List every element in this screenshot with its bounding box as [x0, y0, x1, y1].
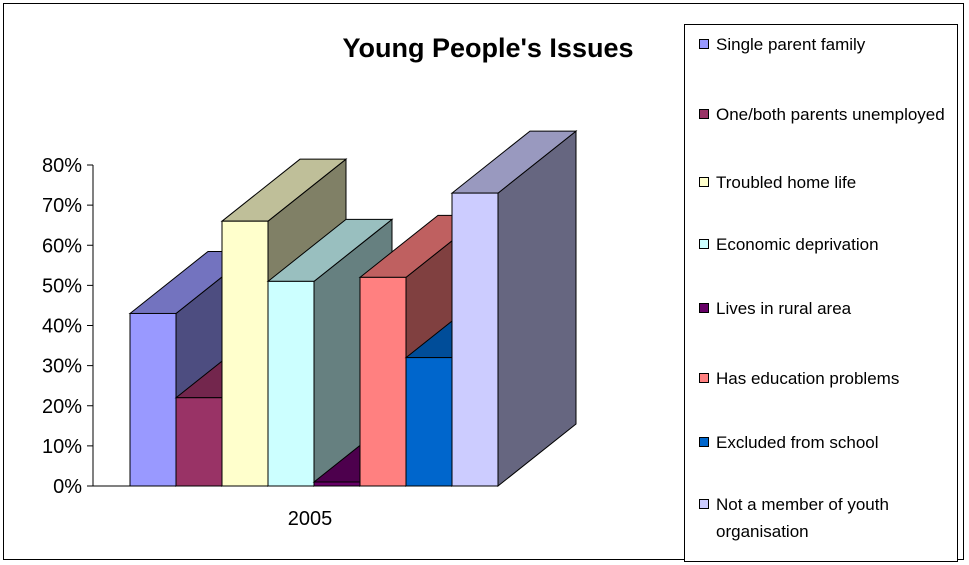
bar-8 — [450, 130, 578, 488]
chart-title: Young People's Issues — [342, 33, 633, 63]
legend-label: Troubled home life — [716, 173, 857, 192]
bar-front-2 — [175, 397, 223, 487]
y-tick-label: 40% — [42, 316, 82, 338]
legend-swatch — [699, 373, 709, 383]
legend-swatch — [699, 177, 709, 187]
legend-swatch — [699, 499, 709, 509]
y-tick-label: 0% — [53, 476, 82, 498]
legend-swatch — [699, 437, 709, 447]
y-tick-label: 10% — [42, 436, 82, 458]
legend-item: Not a member of youth organisation — [699, 491, 957, 545]
legend-item: Lives in rural area — [699, 295, 957, 322]
bar-front-6 — [359, 276, 407, 487]
legend-swatch — [699, 239, 709, 249]
bar-front-1 — [129, 312, 177, 487]
legend-swatch — [699, 303, 709, 313]
legend-swatch — [699, 109, 709, 119]
y-tick-label: 60% — [42, 235, 82, 257]
legend-item: One/both parents unemployed — [699, 101, 957, 128]
legend: Single parent family One/both parents une… — [684, 24, 958, 562]
legend-item: Excluded from school — [699, 429, 957, 456]
legend-swatch — [699, 39, 709, 49]
y-tick-label: 80% — [42, 155, 82, 177]
legend-label: Excluded from school — [716, 433, 879, 452]
legend-label: Not a member of youth organisation — [716, 495, 889, 541]
legend-item: Economic deprivation — [699, 231, 957, 258]
y-tick-label: 20% — [42, 396, 82, 418]
legend-item: Troubled home life — [699, 169, 957, 196]
bar-front-3 — [221, 220, 269, 487]
legend-label: Single parent family — [716, 35, 866, 54]
legend-item: Has education problems — [699, 365, 957, 392]
legend-label: Lives in rural area — [716, 299, 852, 318]
y-tick-label: 30% — [42, 356, 82, 378]
legend-item: Single parent family — [699, 31, 957, 58]
bar-front-8 — [451, 192, 499, 487]
y-tick-label: 50% — [42, 275, 82, 297]
legend-label: One/both parents unemployed — [716, 105, 945, 124]
y-tick-label: 70% — [42, 195, 82, 217]
bar-front-7 — [405, 357, 453, 487]
bar-front-4 — [267, 280, 315, 487]
x-tick-label: 2005 — [288, 508, 333, 530]
legend-label: Economic deprivation — [716, 235, 879, 254]
legend-label: Has education problems — [716, 369, 900, 388]
bar-front-5 — [313, 481, 361, 487]
